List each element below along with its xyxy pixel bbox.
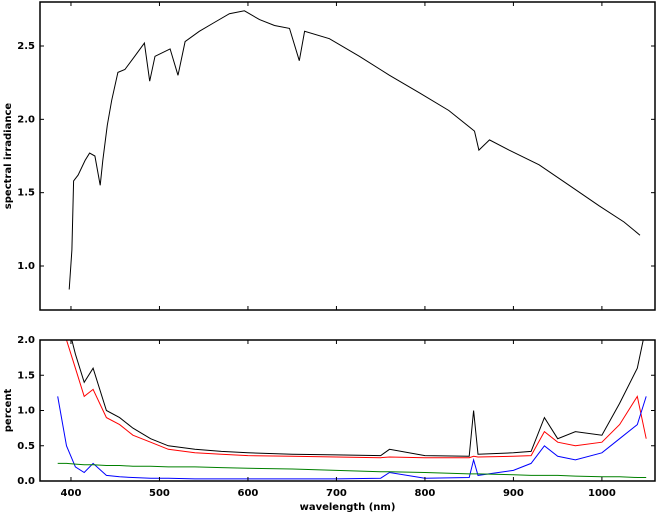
y-tick-label: 2.0: [17, 335, 35, 346]
series-line: [57, 462, 647, 478]
series-line: [66, 340, 647, 459]
axes-frame: [39, 1, 656, 311]
x-tick-label: 500: [149, 488, 170, 499]
y-tick-label: 1.0: [17, 406, 35, 417]
axes-frame: [39, 339, 656, 482]
y-tick-label: 2.0: [17, 114, 35, 125]
y-tick-label: 0.0: [17, 476, 35, 487]
x-tick-label: 700: [326, 488, 347, 499]
y-tick-label: 0.5: [17, 441, 35, 452]
y-tick-label: 1.5: [17, 370, 35, 381]
x-tick-label: 1000: [588, 488, 616, 499]
series-line: [57, 396, 647, 480]
x-axis-label: wavelength (nm): [300, 502, 396, 513]
x-tick-label: 600: [238, 488, 259, 499]
x-tick-label: 900: [503, 488, 524, 499]
y-axis-label: spectral irradiance: [3, 103, 14, 210]
x-tick-label: 800: [414, 488, 435, 499]
y-axis-label: percent: [3, 389, 14, 433]
series-line: [68, 10, 641, 290]
y-tick-label: 1.5: [17, 188, 35, 199]
y-tick-label: 1.0: [17, 261, 35, 272]
x-tick-label: 400: [61, 488, 82, 499]
series-line: [71, 340, 644, 457]
y-tick-label: 2.5: [17, 41, 35, 52]
